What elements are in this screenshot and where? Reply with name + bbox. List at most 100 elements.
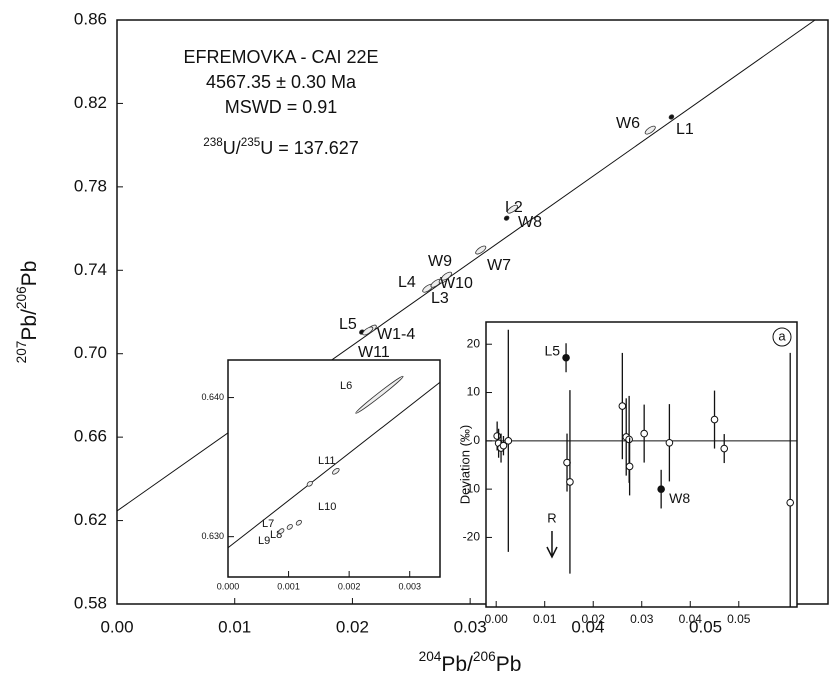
data-point	[504, 437, 513, 445]
point-label: L1	[676, 121, 694, 138]
label-superscript: 204	[419, 649, 442, 664]
y-tick-label: 10	[467, 385, 481, 399]
y-tick-label: 0	[473, 433, 480, 447]
y-tick-label: 0.66	[74, 427, 107, 446]
data-point	[503, 215, 510, 221]
label-superscript: 235	[241, 136, 261, 149]
data-point	[786, 498, 795, 507]
data-point	[657, 485, 665, 493]
label-text: U = 137.627	[260, 138, 359, 158]
data-point	[625, 462, 634, 471]
marker-label: R	[547, 510, 556, 525]
x-tick-label: 0.00	[485, 612, 509, 626]
label-superscript: 206	[473, 649, 496, 664]
label-text: Pb	[496, 653, 522, 676]
data-point	[499, 441, 508, 450]
data-point	[507, 204, 519, 214]
annotation-text: 238U/235U = 137.627	[203, 136, 359, 158]
data-point	[644, 125, 656, 135]
point-label: L9	[258, 535, 270, 547]
point-label: L3	[431, 290, 449, 307]
x-tick-label: 0.003	[398, 581, 421, 591]
label-superscript: 206	[14, 286, 29, 309]
label-superscript: 207	[14, 341, 29, 364]
point-label: W7	[487, 257, 511, 274]
point-label: W1-4	[377, 326, 415, 343]
data-point	[618, 402, 627, 410]
point-label: W9	[428, 253, 452, 270]
data-point	[332, 467, 340, 475]
x-tick-label: 0.002	[338, 581, 361, 591]
y-tick-label: 0.630	[201, 531, 224, 541]
label-superscript: 238	[203, 136, 223, 149]
plot-area	[227, 359, 441, 578]
panel-badge	[772, 327, 792, 347]
point-label: L4	[398, 274, 416, 291]
x-axis-label: 204Pb/206Pb	[419, 649, 522, 675]
x-tick-label: 0.01	[533, 612, 557, 626]
x-tick-label: 0.05	[689, 617, 722, 636]
data-point	[295, 519, 302, 526]
data-point	[665, 438, 674, 447]
x-tick-label: 0.000	[217, 581, 240, 591]
y-tick-label: 0.640	[201, 392, 224, 402]
label-text: Pb	[18, 261, 41, 287]
point-label: L5	[544, 342, 560, 358]
x-tick-label: 0.05	[727, 612, 751, 626]
point-label: L6	[340, 380, 352, 392]
x-tick-label: 0.04	[571, 617, 604, 636]
data-point	[441, 271, 453, 281]
data-point	[562, 353, 570, 362]
x-tick-label: 0.001	[277, 581, 300, 591]
point-label: W8	[669, 490, 690, 506]
y-tick-label: 0.62	[74, 510, 107, 529]
point-label: W6	[616, 115, 640, 132]
point-label: W10	[440, 275, 473, 292]
data-point	[640, 429, 648, 438]
x-tick-label: 0.02	[336, 617, 369, 636]
x-tick-label: 0.02	[582, 612, 606, 626]
annotation-text: EFREMOVKA - CAI 22E	[183, 47, 378, 67]
y-axis-label: Deviation (‰)	[457, 425, 472, 504]
y-axis-label: 207Pb/206Pb	[14, 261, 40, 364]
data-point	[493, 432, 501, 440]
data-point	[668, 114, 675, 120]
y-tick-label: 0.86	[74, 9, 107, 28]
annotation-text: MSWD = 0.91	[225, 97, 338, 117]
data-point	[286, 524, 293, 530]
data-point	[355, 375, 404, 414]
y-tick-label: 0.70	[74, 343, 107, 362]
isochron-line	[228, 381, 440, 549]
data-point	[475, 245, 487, 255]
point-label: W8	[518, 214, 542, 231]
marker-arrow	[546, 531, 558, 559]
point-label: W11	[358, 344, 390, 361]
annotation-text: 4567.35 ± 0.30 Ma	[206, 72, 357, 92]
panel-label: a	[778, 328, 786, 343]
point-label: L5	[339, 316, 357, 333]
x-tick-label: 0.01	[218, 617, 251, 636]
label-text: Pb/	[441, 653, 473, 676]
label-text: U/	[223, 138, 241, 158]
point-label: L7	[262, 518, 274, 530]
y-tick-label: -10	[463, 481, 481, 495]
x-tick-label: 0.03	[630, 612, 654, 626]
point-label: L11	[318, 455, 336, 467]
label-text: Pb/	[18, 309, 41, 341]
plot-area	[485, 321, 798, 608]
data-point	[362, 326, 374, 336]
y-tick-label: 20	[467, 336, 481, 350]
point-label: L10	[318, 501, 336, 513]
data-point	[306, 480, 313, 487]
data-point	[720, 444, 729, 453]
y-tick-label: 0.58	[74, 593, 107, 612]
y-tick-label: 0.82	[74, 93, 107, 112]
x-tick-label: 0.03	[454, 617, 487, 636]
data-point	[278, 528, 285, 534]
data-point	[710, 415, 719, 424]
y-tick-label: 0.78	[74, 176, 107, 195]
y-tick-label: -20	[463, 530, 481, 544]
x-tick-label: 0.00	[100, 617, 133, 636]
y-tick-label: 0.74	[74, 260, 107, 279]
